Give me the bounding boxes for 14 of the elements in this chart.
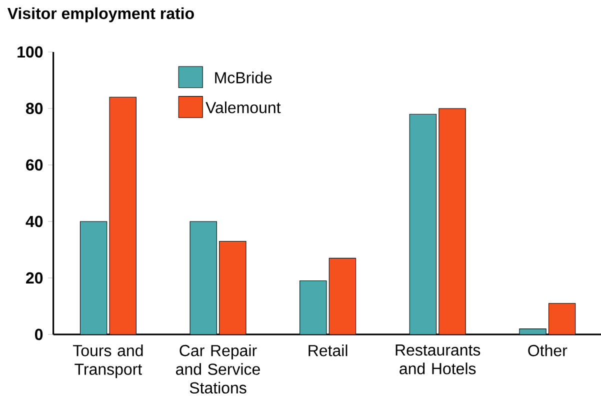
- x-tick-label: Other: [528, 344, 568, 356]
- x-tick-label: Car Repair and Service Stations: [176, 344, 260, 394]
- y-tick-label: 0: [35, 328, 43, 340]
- y-tick-label: 40: [26, 216, 43, 227]
- x-tick-label: Retail: [308, 344, 348, 356]
- y-tick-label: 20: [26, 272, 43, 284]
- x-tick-label: Tours and Transport: [73, 344, 143, 378]
- y-tick-label: 100: [18, 46, 43, 58]
- chart-title: Visitor employment ratio: [7, 7, 194, 22]
- legend-label: McBride: [215, 71, 272, 84]
- y-tick-label: 60: [26, 159, 43, 170]
- y-tick-label: 80: [26, 102, 43, 114]
- legend-label: Valemount: [206, 101, 281, 114]
- x-tick-label: Restaurants and Hotels: [396, 344, 480, 374]
